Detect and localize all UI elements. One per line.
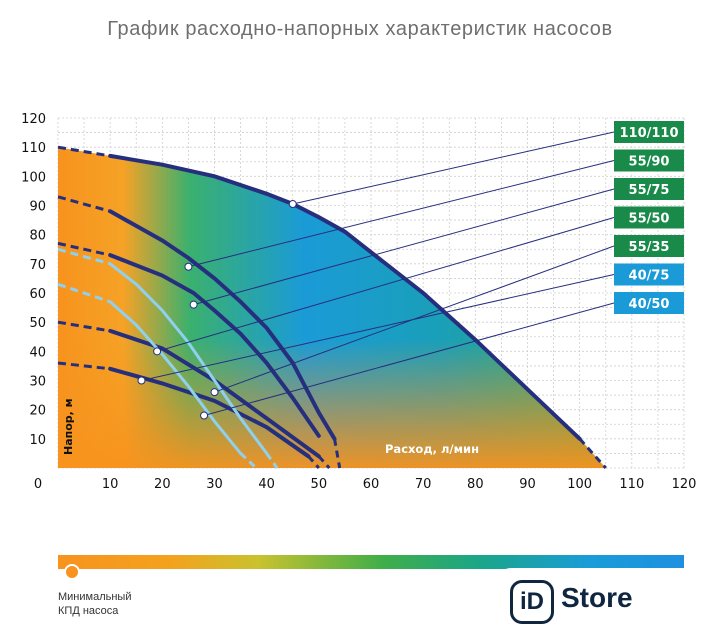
y-tick-label: 70 <box>29 258 46 273</box>
curve-110-110 <box>108 153 582 441</box>
x-axis-label: Расход, л/мин <box>385 442 479 456</box>
y-tick-label: 110 <box>21 141 46 156</box>
model-box-40-75 <box>614 263 684 286</box>
model-box-55-35 <box>614 235 684 257</box>
model-box-55-90 <box>614 149 684 172</box>
y-tick-label: 50 <box>29 316 46 331</box>
min-efficiency-label: Минимальный КПД насоса <box>58 590 131 618</box>
min-efficiency-line1: Минимальный <box>58 591 132 603</box>
y-tick-label: 120 <box>21 112 46 127</box>
leader-line-40-75 <box>141 274 615 381</box>
curve-55-75-lead <box>57 241 111 257</box>
x-tick-label: 60 <box>363 477 380 492</box>
y-tick-label: 10 <box>29 433 46 448</box>
operating-area-shade <box>58 147 606 468</box>
y-tick-label: 90 <box>29 200 46 215</box>
marker-55-75 <box>189 300 198 309</box>
leader-line-55-90 <box>188 160 615 268</box>
curve-40-75-lead <box>57 247 111 266</box>
x-tick-label: 110 <box>619 477 644 492</box>
x-tick-label: 90 <box>519 477 536 492</box>
model-label-55-90: 55/90 <box>629 155 670 170</box>
chart-title: График расходно-напорных характеристик н… <box>107 18 613 40</box>
curve-40-50-tail <box>239 452 258 470</box>
model-label-55-75: 55/75 <box>629 183 670 198</box>
model-labels: 110/110 55/90 55/75 55/50 55/35 40/75 40/50 <box>137 121 684 420</box>
curve-55-50-tail <box>317 455 331 470</box>
model-label-110-110: 110/110 <box>619 126 678 141</box>
x-tick-label: 0 <box>34 477 42 492</box>
leader-line-55-75 <box>193 188 615 306</box>
model-box-55-50 <box>614 206 684 229</box>
y-tick-label: 60 <box>29 287 46 302</box>
model-box-110-110 <box>614 121 684 143</box>
curve-55-50-lead <box>57 320 111 333</box>
marker-55-35 <box>210 388 219 397</box>
x-tick-label: 20 <box>154 477 171 492</box>
model-label-55-50: 55/50 <box>629 212 670 227</box>
y-tick-label: 20 <box>29 404 46 419</box>
x-tick-label: 50 <box>311 477 328 492</box>
min-efficiency-line2: КПД насоса <box>58 605 119 617</box>
x-tick-label: 10 <box>102 477 119 492</box>
brand-logo: iD Store <box>497 568 687 640</box>
brand-mark-icon: iD <box>510 580 554 624</box>
x-tick-label: 40 <box>258 477 275 492</box>
y-tick-label: 30 <box>29 375 46 390</box>
efficiency-fill <box>58 147 606 468</box>
x-tick-label: 80 <box>467 477 484 492</box>
x-tick-label: 100 <box>567 477 592 492</box>
curve-55-35-lead <box>57 361 111 371</box>
curve-40-75-tail <box>265 452 279 469</box>
curve-110-110-lead <box>57 145 111 158</box>
model-box-40-50 <box>614 292 684 314</box>
x-tick-label: 30 <box>206 477 223 492</box>
efficiency-legend-bar <box>58 555 684 569</box>
marker-55-50 <box>153 347 162 356</box>
model-label-55-35: 55/35 <box>629 240 670 255</box>
curve-55-90 <box>108 209 337 441</box>
tick-labels: 10 20 30 40 50 60 70 80 90 100 110 120 0 10 20 30 40 50 60… <box>21 112 696 492</box>
curve-40-50-lead <box>57 282 111 304</box>
y-tick-label: 100 <box>21 170 46 185</box>
curve-55-90-lead <box>57 195 111 213</box>
curve-40-50 <box>108 300 243 455</box>
y-tick-label: 40 <box>29 345 46 360</box>
x-tick-label: 120 <box>672 477 697 492</box>
min-efficiency-dot <box>64 564 80 580</box>
x-tick-label: 70 <box>415 477 432 492</box>
marker-55-90 <box>184 262 193 271</box>
curve-55-90-tail <box>333 438 342 469</box>
leader-line-110-110 <box>292 131 615 205</box>
marker-40-50 <box>200 411 209 420</box>
marker-40-75 <box>137 376 146 385</box>
y-tick-label: 80 <box>29 229 46 244</box>
model-label-40-50: 40/50 <box>629 297 670 312</box>
model-label-40-75: 40/75 <box>629 269 670 284</box>
y-axis-label: Напор, м <box>62 398 75 455</box>
curve-110-110-tail <box>578 437 607 469</box>
marker-110-110 <box>288 200 297 209</box>
leader-line-55-50 <box>156 217 615 352</box>
curve-55-35-tail <box>307 455 320 469</box>
brand-name: Store <box>561 582 633 613</box>
leader-line-40-50 <box>203 302 615 416</box>
model-box-55-75 <box>614 178 684 200</box>
